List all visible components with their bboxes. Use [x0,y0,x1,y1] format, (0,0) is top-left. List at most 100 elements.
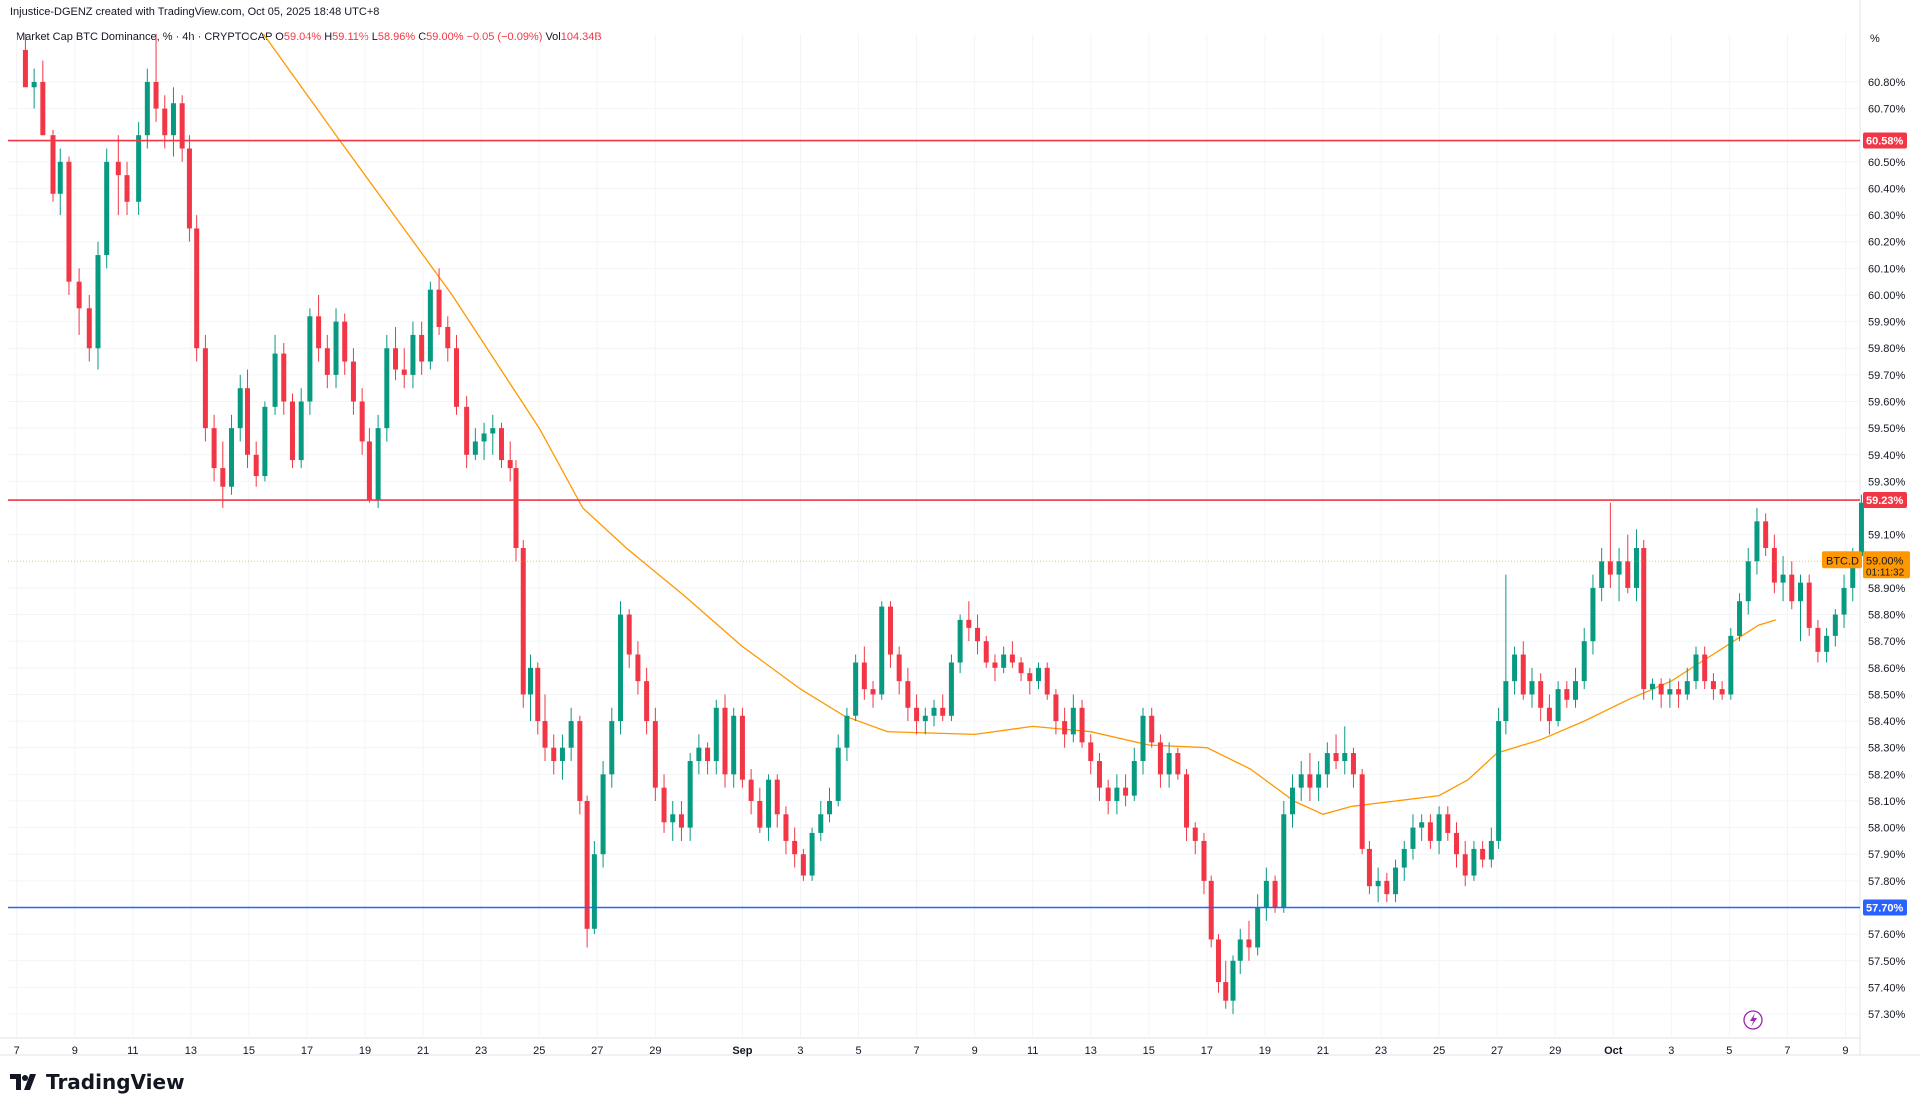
candle-body [1658,683,1664,695]
candle [1488,827,1494,868]
price-tick-label: 58.70% [1868,636,1906,648]
candle [1841,574,1847,628]
candle-body [1001,654,1007,668]
candle [86,294,92,362]
candle-body [905,681,911,708]
candle-body [1053,694,1059,722]
candle [774,774,780,828]
legend-close-label: C [418,31,427,43]
candle [1546,694,1552,735]
candle-body [1359,774,1365,849]
current-price-label: 59.00% [1866,555,1904,567]
candle [375,414,381,509]
candle [1538,673,1544,722]
candle [1529,667,1535,708]
candle [600,761,606,868]
candle [1246,920,1252,961]
candle-body [1114,787,1120,801]
candle-body [1503,681,1509,722]
price-chart[interactable]: % 60.80%60.70%60.50%60.40%60.30%60.20%60… [0,0,1920,1060]
candle [513,460,519,562]
candle [1590,574,1596,655]
candle [739,707,745,788]
candle [66,156,72,295]
candle [1832,609,1838,647]
candle-body [800,854,806,876]
time-axis[interactable]: 7 9 11 13 15 17 19 21 23 25 27 29 Sep 3 5 7 9 11 13 15 17 19 2… [14,1045,1849,1057]
candle-body [498,428,504,461]
candle-body [427,289,433,362]
candle-body [40,81,46,136]
candle [1255,894,1261,956]
candle [229,414,235,495]
candle [281,342,287,415]
candle [584,795,590,948]
candle-body [705,747,711,762]
candle-body [1538,681,1544,708]
candle-body [652,721,658,788]
bar-countdown-label: 01:11:32 [1866,567,1905,578]
price-tick-label: 59.30% [1868,476,1906,488]
candle [1728,627,1734,700]
candle-body [600,774,606,855]
candle [1649,678,1655,700]
time-tick-label: 19 [1259,1045,1271,1057]
candle [1719,681,1725,700]
candle [1272,875,1278,913]
candle-body [445,326,451,349]
price-tick-label: 60.20% [1868,237,1906,249]
time-tick-label: Oct [1604,1045,1623,1057]
candle-body [1044,667,1050,695]
legend-symbol[interactable]: Market Cap BTC Dominance, % [16,31,173,43]
candle-body [687,761,693,828]
candle-body [635,654,641,682]
candle [244,369,250,469]
price-tick-label: 60.40% [1868,183,1906,195]
candle [1140,707,1146,775]
price-axis[interactable]: % 60.80% 60.70% 60.50% 60.40% 60.30% 60.20% 60… [1868,33,1906,1021]
candle [289,393,295,469]
candle-body [1780,574,1786,583]
candle-body [835,747,841,801]
price-tick-label: 58.10% [1868,796,1906,808]
time-tick-label: 11 [127,1045,138,1057]
price-tick-label: 59.90% [1868,317,1906,329]
candle-body [1342,753,1348,762]
price-tick-label: 58.90% [1868,583,1906,595]
candle-body [1436,814,1442,841]
tradingview-logo[interactable]: TradingView [10,1070,185,1094]
legend-change: −0.05 (−0.09%) [466,31,543,43]
candle [1044,662,1050,700]
candle [635,641,641,695]
candle [445,316,451,362]
candle-body [1237,939,1243,961]
level-price-badge [1863,492,1907,509]
price-axis-unit: % [1870,33,1880,45]
candle-body [490,428,496,434]
candle-body [1201,840,1207,881]
candle-body [202,348,208,429]
candle-body [1208,880,1214,940]
candle-body [1307,774,1313,788]
candle-body [1728,635,1734,695]
candle-body [50,135,56,194]
candle [1599,547,1605,602]
candle-body [237,388,243,429]
lightning-icon[interactable] [1743,1010,1763,1030]
price-tick-label: 58.20% [1868,769,1906,781]
candle-body [57,161,63,194]
candle-body [1324,753,1330,775]
horizontal-lines[interactable] [8,139,1860,909]
candle-body [31,81,37,88]
candle [975,614,981,655]
candle [696,734,702,775]
candle-body [333,321,339,375]
candle-body [1471,848,1477,876]
candle [401,348,407,389]
candle-body [1079,707,1085,743]
candle [136,121,142,216]
candle-body [1702,654,1708,682]
legend-open-value: 59.04% [283,31,322,43]
candle-body [957,619,963,663]
candle [1027,667,1033,695]
